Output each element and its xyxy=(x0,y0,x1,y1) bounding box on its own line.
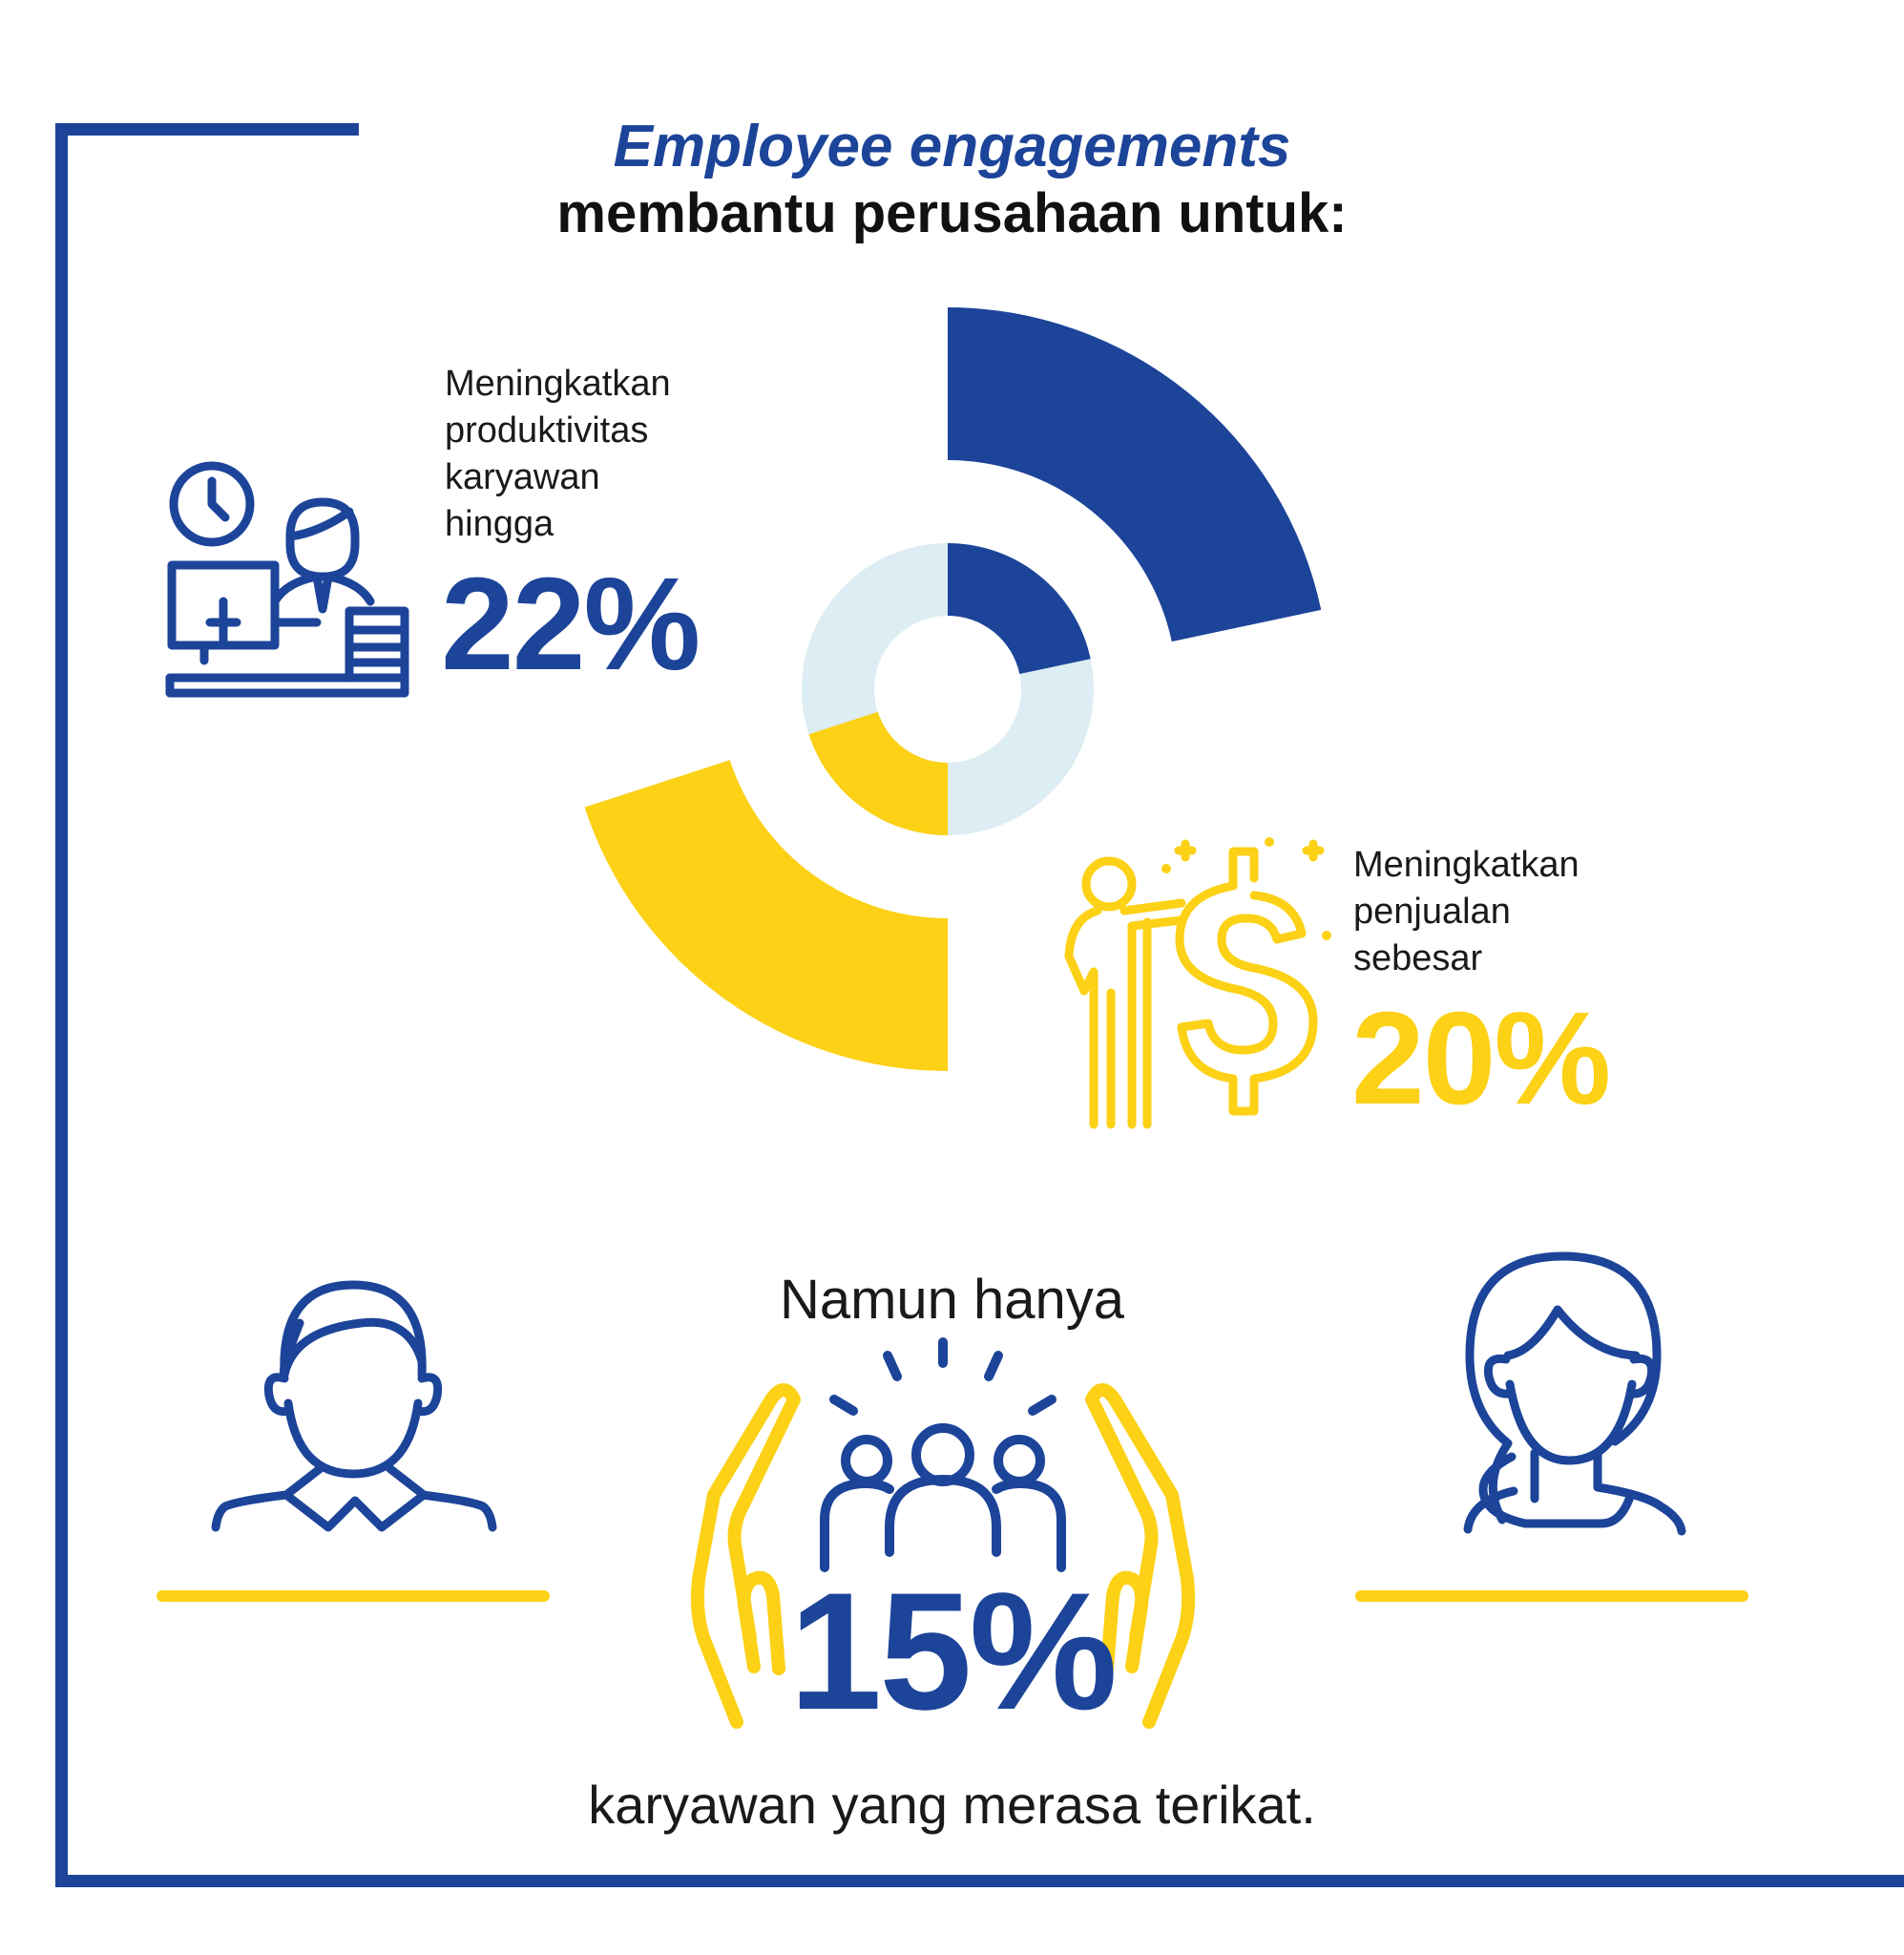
frame-top-border xyxy=(55,123,359,136)
stat-productivity-label: Meningkatkan produktivitas karyawan hing… xyxy=(445,364,671,544)
frame-bottom-border xyxy=(55,1875,1904,1887)
male-avatar-icon xyxy=(211,1280,497,1532)
female-avatar-icon xyxy=(1463,1251,1686,1536)
office-worker-icon xyxy=(165,461,409,698)
donut-chart xyxy=(584,307,1322,1071)
bottom-intro: Namun hanya xyxy=(779,1269,1125,1331)
donut-outer-segment-sales xyxy=(584,760,948,1071)
team-hands-icon xyxy=(690,1337,1196,1729)
page-subtitle: membantu perusahaan untuk: xyxy=(556,182,1348,244)
stat-productivity-value: 22% xyxy=(441,551,701,698)
bottom-percentage: 15% xyxy=(788,1559,1118,1745)
person-dollar-icon xyxy=(1064,837,1331,1129)
stat-sales-label: Meningkatkan penjualan sebesar xyxy=(1353,845,1580,978)
frame-left-border xyxy=(55,123,68,1886)
stat-sales-value: 20% xyxy=(1351,985,1611,1132)
donut-outer-segment-productivity xyxy=(948,307,1322,642)
donut-inner-segment-productivity xyxy=(948,543,1091,674)
left-baseline xyxy=(157,1590,550,1602)
page-title: Employee engagements xyxy=(613,114,1291,179)
donut-inner-segment-sales xyxy=(808,711,948,835)
bottom-caption: karyawan yang merasa terikat. xyxy=(588,1775,1316,1835)
right-baseline xyxy=(1355,1590,1748,1602)
